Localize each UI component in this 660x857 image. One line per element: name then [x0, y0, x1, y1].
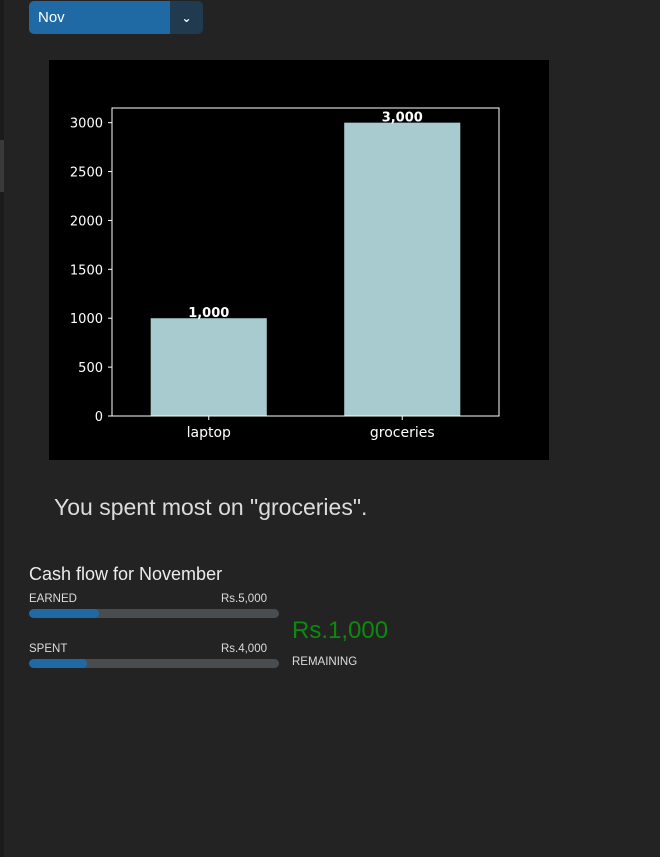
earned-amount: Rs.5,000 [220, 593, 267, 605]
remaining-amount: Rs.1,000 [292, 617, 389, 644]
bar-value-label: 3,000 [382, 111, 423, 126]
bar-value-label: 1,000 [188, 306, 229, 321]
spending-summary: You spent most on "groceries". [54, 494, 368, 520]
left-rail [0, 0, 4, 857]
y-tick-label: 1500 [70, 263, 103, 278]
spent-block: SPENT Rs.4,000 [29, 643, 279, 668]
month-select[interactable]: Nov ⌄ [29, 1, 203, 34]
plot-frame [111, 107, 500, 417]
spending-bar-chart: 1,000 laptop 3,000 groceries 0 500 1000 1500 200… [49, 60, 549, 460]
earned-label: EARNED [29, 593, 77, 605]
bar-laptop [150, 318, 267, 416]
y-tick-label: 1000 [70, 312, 103, 327]
cash-flow-title: Cash flow for November [29, 564, 223, 584]
spent-amount: Rs.4,000 [220, 643, 267, 655]
x-tick-label: laptop [187, 425, 231, 441]
y-tick-label: 2500 [70, 166, 103, 181]
x-tick-label: groceries [370, 425, 435, 441]
spent-progress-track [29, 659, 279, 668]
left-rail-marker [0, 140, 4, 192]
earned-progress-track [29, 609, 279, 618]
y-tick-label: 2000 [70, 214, 103, 229]
spent-progress-fill [29, 659, 87, 668]
spent-label: SPENT [29, 643, 68, 655]
month-select-value[interactable]: Nov [29, 1, 170, 34]
y-tick-label: 500 [78, 361, 103, 376]
remaining-label: REMAINING [292, 656, 358, 668]
earned-progress-fill [29, 609, 99, 618]
earned-block: EARNED Rs.5,000 [29, 593, 279, 618]
bar-groceries [344, 122, 461, 416]
y-tick-label: 3000 [70, 117, 103, 132]
y-tick-label: 0 [95, 410, 103, 425]
chart-svg: 1,000 laptop 3,000 groceries 0 500 1000 1500 200… [70, 107, 500, 441]
chevron-down-icon[interactable]: ⌄ [170, 1, 203, 34]
